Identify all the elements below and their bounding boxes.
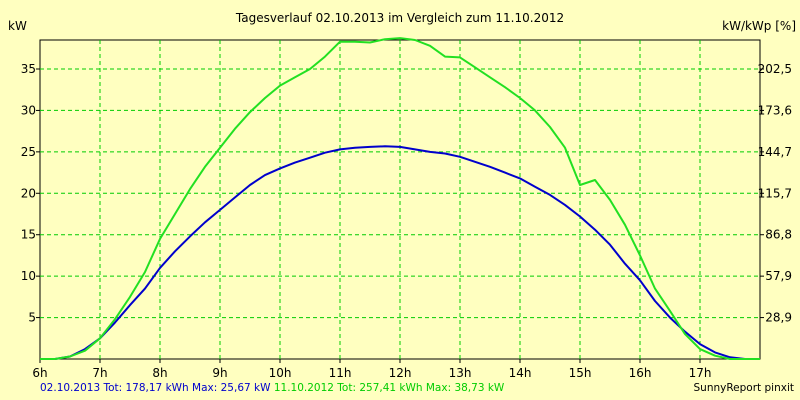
y-tick-label-left: 25 xyxy=(21,145,36,159)
x-tick-label: 12h xyxy=(389,366,412,380)
y-tick-label-right: 115,7 xyxy=(758,186,792,200)
x-tick-label: 8h xyxy=(152,366,167,380)
x-tick-label: 13h xyxy=(449,366,472,380)
y-tick-label-right: 57,9 xyxy=(765,269,792,283)
footer-stats: 02.10.2013 Tot: 178,17 kWh Max: 25,67 kW… xyxy=(40,382,504,394)
x-tick-label: 9h xyxy=(212,366,227,380)
chart-title: Tagesverlauf 02.10.2013 im Vergleich zum… xyxy=(235,11,564,25)
plot-frame xyxy=(39,39,761,360)
y-tick-label-right: 86,8 xyxy=(765,228,792,242)
y-tick-label-right: 173,6 xyxy=(758,103,792,117)
x-tick-label: 11h xyxy=(329,366,352,380)
x-tick-label: 6h xyxy=(32,366,47,380)
y-tick-label-right: 144,7 xyxy=(758,145,792,159)
y-tick-label-left: 35 xyxy=(21,62,36,76)
y-axis-label-right: kW/kWp [%] xyxy=(722,19,796,33)
plot-area: 6h 7h 8h 9h 10h 11h 12h 13h 14h 15h 16h 17h 5 28,9 10 5… xyxy=(21,37,792,380)
footer-stats-2013: 02.10.2013 Tot: 178,17 kWh Max: 25,67 kW xyxy=(40,382,271,394)
y-tick-label-left: 15 xyxy=(21,228,36,242)
y-tick-label-right: 28,9 xyxy=(765,311,792,325)
y-tick-label-left: 30 xyxy=(21,103,36,117)
x-tick-label: 7h xyxy=(92,366,107,380)
footer-stats-2012: 11.10.2012 Tot: 257,41 kWh Max: 38,73 kW xyxy=(273,382,505,394)
x-tick-label: 17h xyxy=(689,366,712,380)
y-tick-label-left: 20 xyxy=(21,186,36,200)
y-tick-label-right: 202,5 xyxy=(758,62,792,76)
y-tick-label-left: 10 xyxy=(21,269,36,283)
y-axis-label-left: kW xyxy=(8,19,27,33)
x-tick-label: 16h xyxy=(629,366,652,380)
x-tick-label: 14h xyxy=(509,366,532,380)
series-line-2013 xyxy=(40,145,760,360)
y-tick-label-left: 5 xyxy=(28,311,36,325)
x-tick-label: 15h xyxy=(569,366,592,380)
x-tick-label: 10h xyxy=(269,366,292,380)
footer-credit: SunnyReport pinxit xyxy=(693,382,794,394)
series-line-2012 xyxy=(40,37,760,360)
